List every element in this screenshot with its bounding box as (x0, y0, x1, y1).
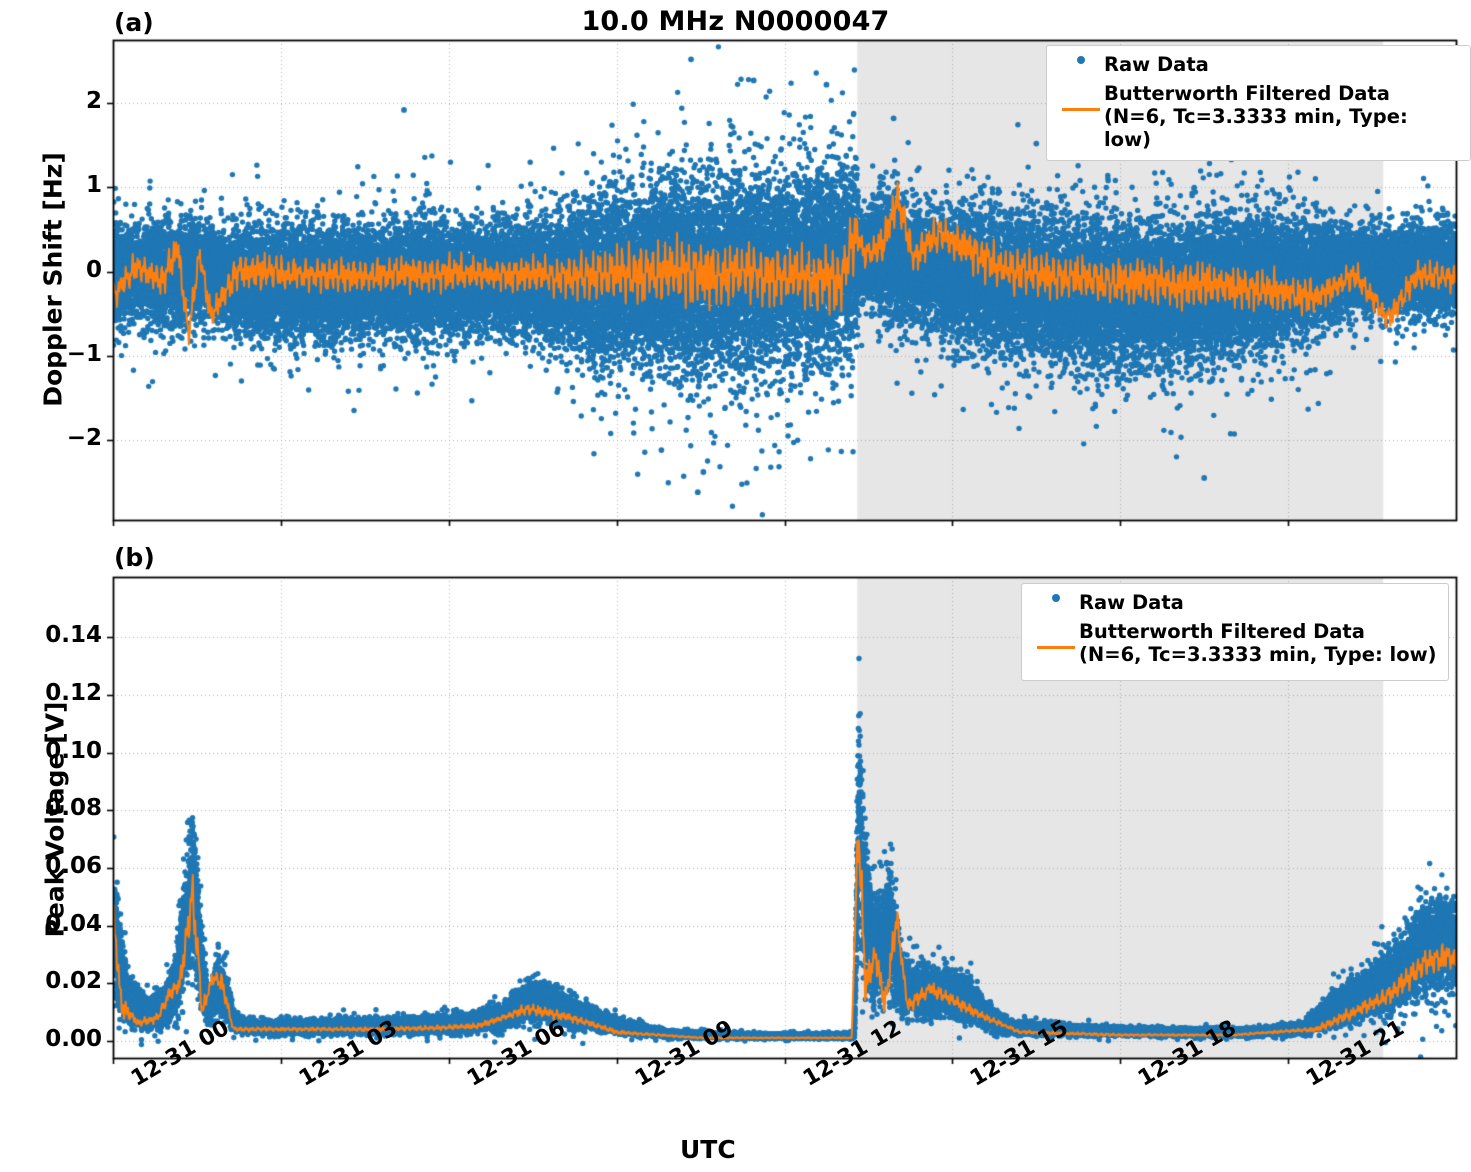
panel-b-label: (b) (114, 543, 155, 572)
panel-b-ytick-label: 0.12 (45, 680, 102, 707)
panel-b-ytick-label: 0.04 (45, 910, 102, 937)
legend-marker-raw (1033, 591, 1079, 602)
panel-b-ytick-label: 0.14 (45, 622, 102, 649)
legend-label-filtered-line1: Butterworth Filtered Data (1104, 82, 1390, 105)
panel-a-ylabel: Doppler Shift [Hz] (38, 152, 68, 407)
figure-title: 10.0 MHz N0000047 (581, 6, 890, 37)
panel-a-ytick-label: −2 (66, 425, 102, 451)
legend-marker-filtered (1058, 82, 1104, 133)
panel-a-label: (a) (114, 8, 154, 37)
x-axis-label: UTC (680, 1135, 736, 1164)
legend-label-filtered-line2: (N=6, Tc=3.3333 min, Type: low) (1079, 643, 1437, 666)
legend-label-raw: Raw Data (1079, 591, 1184, 614)
panel-a-ytick-label: −1 (66, 340, 102, 367)
legend-label-filtered-line1: Butterworth Filtered Data (1079, 620, 1365, 643)
legend-marker-raw (1058, 53, 1104, 64)
legend-row-filtered: Butterworth Filtered Data (N=6, Tc=3.333… (1033, 620, 1437, 671)
legend-row-raw: Raw Data (1033, 591, 1437, 614)
legend-label-raw: Raw Data (1104, 53, 1209, 76)
panel-b-ytick-label: 0.02 (45, 968, 102, 995)
panel-a-ytick-label: 1 (85, 172, 102, 199)
panel-a-ytick-label: 0 (85, 256, 102, 283)
panel-b-legend: Raw Data Butterworth Filtered Data (N=6,… (1021, 583, 1449, 681)
legend-row-raw: Raw Data (1058, 53, 1459, 76)
legend-row-filtered: Butterworth Filtered Data (N=6, Tc=3.333… (1058, 82, 1459, 151)
legend-label-filtered-line2: (N=6, Tc=3.3333 min, Type: low) (1104, 105, 1408, 151)
panel-a-legend: Raw Data Butterworth Filtered Data (N=6,… (1046, 45, 1471, 161)
panel-a-ytick-label: 2 (85, 88, 102, 115)
legend-marker-filtered (1033, 620, 1079, 671)
panel-b-ytick-label: 0.00 (45, 1025, 102, 1052)
panel-b-ytick-label: 0.06 (45, 852, 102, 879)
panel-b-ytick-label: 0.10 (45, 737, 102, 764)
panel-b-ytick-label: 0.08 (45, 795, 102, 822)
